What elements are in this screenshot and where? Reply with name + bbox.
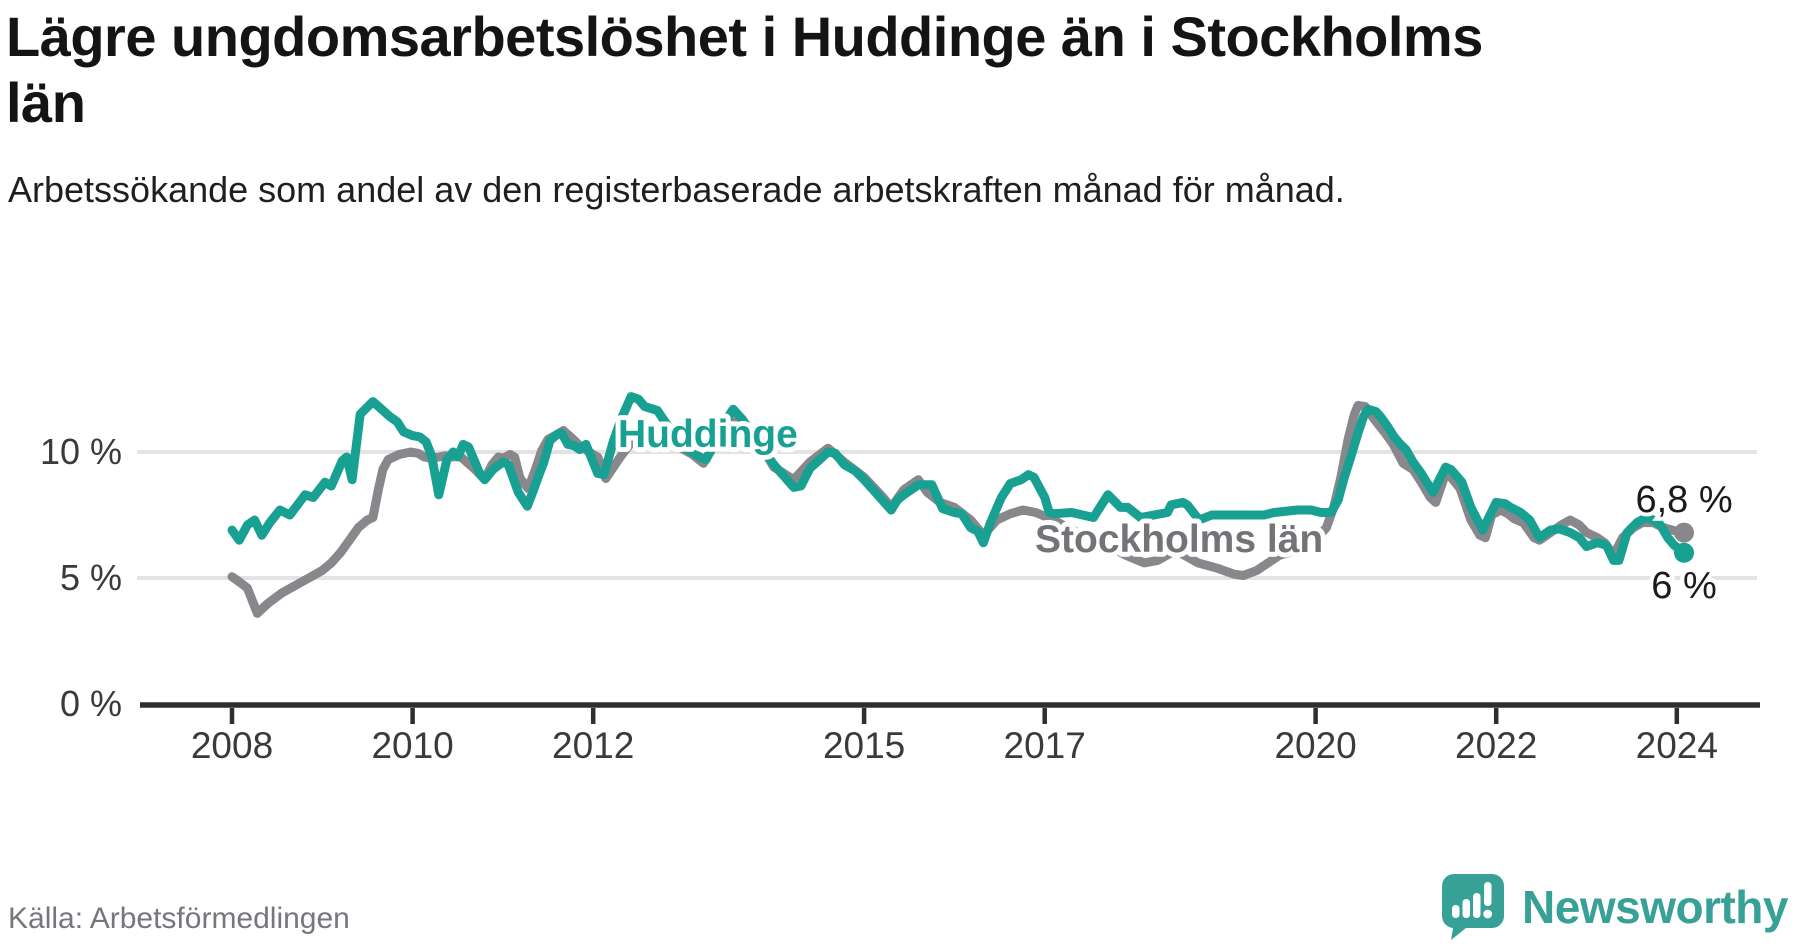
- newsworthy-wordmark: Newsworthy: [1522, 881, 1788, 933]
- x-axis-tick-label: 2022: [1455, 725, 1537, 766]
- newsworthy-logo: Newsworthy: [1440, 872, 1788, 942]
- newsworthy-logo-icon: [1442, 874, 1505, 940]
- x-axis-tick-label: 2008: [191, 725, 273, 766]
- series-label-huddinge: Huddinge: [618, 413, 798, 456]
- x-axis-tick-label: 2024: [1636, 725, 1718, 766]
- x-axis-tick-label: 2010: [371, 725, 453, 766]
- page-title: Lägre ungdomsarbetslöshet i Huddinge än …: [6, 5, 1483, 134]
- y-axis-tick-label: 0 %: [60, 683, 122, 724]
- y-axis-tick-label: 10 %: [40, 431, 122, 472]
- x-axis-tick-label: 2012: [552, 725, 634, 766]
- series-line-huddinge: [227, 392, 1689, 565]
- x-axis-tick-label: 2015: [823, 725, 905, 766]
- end-value-label-huddinge: 6 %: [1651, 565, 1716, 607]
- end-dot-stockholms-lan: [1674, 522, 1695, 543]
- end-value-label-stockholms-lan: 6,8 %: [1635, 479, 1732, 521]
- y-axis-tick-label: 5 %: [60, 557, 122, 598]
- x-axis-tick-label: 2020: [1274, 725, 1356, 766]
- chart-subtitle: Arbetssökande som andel av den registerb…: [8, 169, 1345, 210]
- end-dot-huddinge: [1674, 542, 1695, 563]
- x-axis-tick-label: 2017: [1004, 725, 1086, 766]
- source-note: Källa: Arbetsförmedlingen: [8, 902, 350, 935]
- series-label-stockholms-lan: Stockholms län: [1035, 518, 1323, 561]
